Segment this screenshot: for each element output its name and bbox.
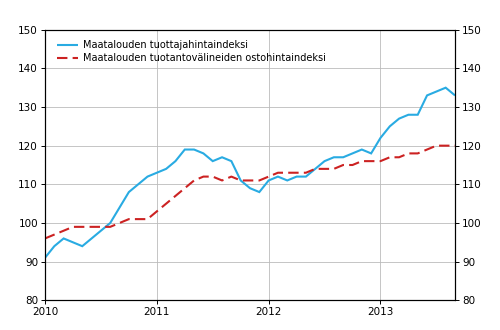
Maatalouden tuotantovälineiden ostohintaindeksi — [368, 159, 374, 163]
Maatalouden tuottajahintaindeksi — [238, 179, 244, 182]
Maatalouden tuotantovälineiden ostohintaindeksi — [256, 179, 262, 182]
Maatalouden tuottajahintaindeksi — [228, 159, 234, 163]
Maatalouden tuotantovälineiden ostohintaindeksi — [303, 171, 309, 175]
Maatalouden tuotantovälineiden ostohintaindeksi — [228, 175, 234, 179]
Maatalouden tuotantovälineiden ostohintaindeksi — [238, 179, 244, 182]
Maatalouden tuotantovälineiden ostohintaindeksi — [322, 167, 328, 171]
Maatalouden tuotantovälineiden ostohintaindeksi — [107, 225, 113, 229]
Maatalouden tuottajahintaindeksi — [359, 148, 365, 151]
Maatalouden tuottajahintaindeksi — [452, 93, 458, 97]
Maatalouden tuottajahintaindeksi — [266, 179, 272, 182]
Maatalouden tuottajahintaindeksi — [70, 240, 76, 244]
Maatalouden tuotantovälineiden ostohintaindeksi — [98, 225, 104, 229]
Maatalouden tuottajahintaindeksi — [396, 116, 402, 120]
Maatalouden tuottajahintaindeksi — [424, 93, 430, 97]
Maatalouden tuotantovälineiden ostohintaindeksi — [434, 144, 440, 148]
Maatalouden tuottajahintaindeksi — [312, 167, 318, 171]
Maatalouden tuottajahintaindeksi — [210, 159, 216, 163]
Maatalouden tuottajahintaindeksi — [42, 256, 48, 260]
Maatalouden tuotantovälineiden ostohintaindeksi — [126, 217, 132, 221]
Maatalouden tuotantovälineiden ostohintaindeksi — [210, 175, 216, 179]
Maatalouden tuotantovälineiden ostohintaindeksi — [396, 155, 402, 159]
Maatalouden tuottajahintaindeksi — [387, 124, 393, 128]
Maatalouden tuottajahintaindeksi — [434, 89, 440, 93]
Maatalouden tuotantovälineiden ostohintaindeksi — [52, 233, 58, 237]
Maatalouden tuottajahintaindeksi — [368, 151, 374, 155]
Maatalouden tuotantovälineiden ostohintaindeksi — [350, 163, 356, 167]
Maatalouden tuottajahintaindeksi — [163, 167, 169, 171]
Maatalouden tuotantovälineiden ostohintaindeksi — [60, 229, 66, 233]
Maatalouden tuotantovälineiden ostohintaindeksi — [42, 237, 48, 241]
Maatalouden tuottajahintaindeksi — [442, 86, 448, 90]
Maatalouden tuotantovälineiden ostohintaindeksi — [80, 225, 86, 229]
Legend: Maatalouden tuottajahintaindeksi, Maatalouden tuotantovälineiden ostohintaindeks: Maatalouden tuottajahintaindeksi, Maatal… — [54, 37, 329, 66]
Maatalouden tuotantovälineiden ostohintaindeksi — [275, 171, 281, 175]
Maatalouden tuotantovälineiden ostohintaindeksi — [387, 155, 393, 159]
Maatalouden tuotantovälineiden ostohintaindeksi — [442, 144, 448, 148]
Maatalouden tuottajahintaindeksi — [98, 229, 104, 233]
Line: Maatalouden tuottajahintaindeksi: Maatalouden tuottajahintaindeksi — [45, 88, 455, 258]
Maatalouden tuottajahintaindeksi — [378, 136, 384, 140]
Maatalouden tuotantovälineiden ostohintaindeksi — [294, 171, 300, 175]
Maatalouden tuotantovälineiden ostohintaindeksi — [116, 221, 122, 225]
Maatalouden tuottajahintaindeksi — [340, 155, 346, 159]
Maatalouden tuotantovälineiden ostohintaindeksi — [219, 179, 225, 182]
Maatalouden tuottajahintaindeksi — [275, 175, 281, 179]
Maatalouden tuotantovälineiden ostohintaindeksi — [414, 151, 420, 155]
Maatalouden tuottajahintaindeksi — [52, 244, 58, 248]
Maatalouden tuottajahintaindeksi — [172, 159, 178, 163]
Maatalouden tuottajahintaindeksi — [350, 151, 356, 155]
Maatalouden tuotantovälineiden ostohintaindeksi — [144, 217, 150, 221]
Maatalouden tuottajahintaindeksi — [60, 237, 66, 241]
Maatalouden tuottajahintaindeksi — [182, 148, 188, 151]
Maatalouden tuotantovälineiden ostohintaindeksi — [70, 225, 76, 229]
Maatalouden tuotantovälineiden ostohintaindeksi — [135, 217, 141, 221]
Maatalouden tuottajahintaindeksi — [200, 151, 206, 155]
Maatalouden tuotantovälineiden ostohintaindeksi — [182, 186, 188, 190]
Maatalouden tuottajahintaindeksi — [284, 179, 290, 182]
Maatalouden tuotantovälineiden ostohintaindeksi — [266, 175, 272, 179]
Maatalouden tuotantovälineiden ostohintaindeksi — [163, 202, 169, 206]
Maatalouden tuottajahintaindeksi — [154, 171, 160, 175]
Maatalouden tuottajahintaindeksi — [80, 244, 86, 248]
Maatalouden tuotantovälineiden ostohintaindeksi — [191, 179, 197, 182]
Maatalouden tuotantovälineiden ostohintaindeksi — [247, 179, 253, 182]
Maatalouden tuottajahintaindeksi — [144, 175, 150, 179]
Maatalouden tuottajahintaindeksi — [191, 148, 197, 151]
Maatalouden tuotantovälineiden ostohintaindeksi — [406, 151, 411, 155]
Maatalouden tuotantovälineiden ostohintaindeksi — [200, 175, 206, 179]
Maatalouden tuottajahintaindeksi — [256, 190, 262, 194]
Maatalouden tuottajahintaindeksi — [331, 155, 337, 159]
Maatalouden tuottajahintaindeksi — [135, 182, 141, 186]
Maatalouden tuottajahintaindeksi — [88, 237, 94, 241]
Maatalouden tuotantovälineiden ostohintaindeksi — [424, 148, 430, 151]
Maatalouden tuotantovälineiden ostohintaindeksi — [88, 225, 94, 229]
Maatalouden tuotantovälineiden ostohintaindeksi — [154, 210, 160, 214]
Maatalouden tuottajahintaindeksi — [406, 113, 411, 117]
Maatalouden tuotantovälineiden ostohintaindeksi — [378, 159, 384, 163]
Maatalouden tuottajahintaindeksi — [414, 113, 420, 117]
Maatalouden tuottajahintaindeksi — [219, 155, 225, 159]
Maatalouden tuottajahintaindeksi — [247, 186, 253, 190]
Maatalouden tuottajahintaindeksi — [294, 175, 300, 179]
Maatalouden tuotantovälineiden ostohintaindeksi — [340, 163, 346, 167]
Maatalouden tuottajahintaindeksi — [116, 206, 122, 210]
Maatalouden tuotantovälineiden ostohintaindeksi — [312, 167, 318, 171]
Maatalouden tuotantovälineiden ostohintaindeksi — [172, 194, 178, 198]
Maatalouden tuotantovälineiden ostohintaindeksi — [359, 159, 365, 163]
Maatalouden tuotantovälineiden ostohintaindeksi — [331, 167, 337, 171]
Maatalouden tuotantovälineiden ostohintaindeksi — [452, 144, 458, 148]
Maatalouden tuotantovälineiden ostohintaindeksi — [284, 171, 290, 175]
Maatalouden tuottajahintaindeksi — [322, 159, 328, 163]
Maatalouden tuottajahintaindeksi — [303, 175, 309, 179]
Line: Maatalouden tuotantovälineiden ostohintaindeksi: Maatalouden tuotantovälineiden ostohinta… — [45, 146, 455, 239]
Maatalouden tuottajahintaindeksi — [107, 221, 113, 225]
Maatalouden tuottajahintaindeksi — [126, 190, 132, 194]
